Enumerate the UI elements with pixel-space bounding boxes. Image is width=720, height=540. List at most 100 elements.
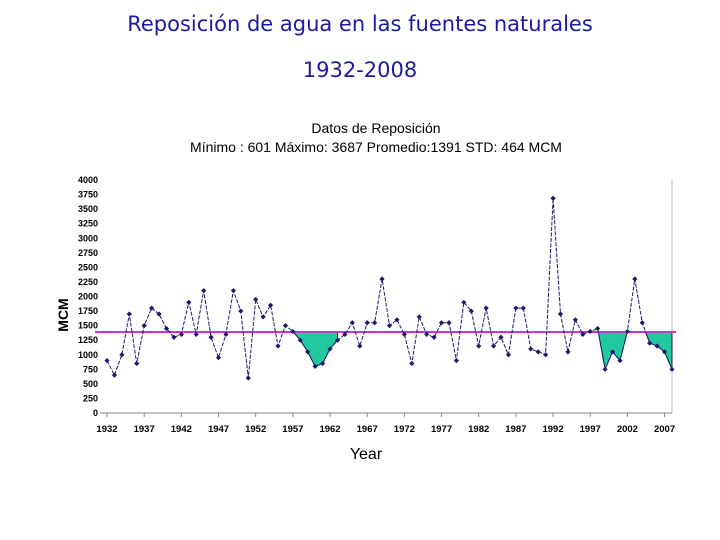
data-point bbox=[587, 328, 593, 335]
data-point bbox=[334, 337, 341, 343]
data-point bbox=[609, 349, 616, 355]
data-point bbox=[119, 352, 125, 358]
x-tick-label: 1932 bbox=[96, 424, 117, 435]
data-point bbox=[639, 320, 645, 326]
data-point bbox=[349, 320, 355, 326]
x-tick-label: 1962 bbox=[319, 424, 340, 435]
y-tick-label: 2500 bbox=[78, 262, 98, 272]
data-point bbox=[111, 372, 118, 378]
data-point bbox=[372, 320, 378, 326]
x-tick-label: 1997 bbox=[580, 424, 601, 435]
data-point bbox=[141, 323, 147, 329]
y-tick-label: 3250 bbox=[78, 219, 98, 229]
x-tick-label: 1987 bbox=[505, 424, 526, 435]
data-point bbox=[543, 352, 549, 358]
stats-summary: Mínimo : 601 Máximo: 3687 Promedio:1391 … bbox=[190, 139, 562, 155]
data-point bbox=[357, 343, 363, 349]
data-point bbox=[557, 311, 564, 317]
data-point bbox=[208, 334, 214, 340]
data-point bbox=[230, 288, 236, 294]
data-point bbox=[483, 305, 489, 311]
x-tick-label: 1947 bbox=[208, 424, 229, 435]
y-axis-label: MCM bbox=[55, 298, 71, 331]
data-point bbox=[297, 337, 303, 343]
data-point bbox=[661, 349, 668, 355]
data-point bbox=[453, 357, 460, 364]
y-tick-label: 3750 bbox=[78, 190, 98, 200]
data-point bbox=[446, 320, 452, 326]
data-point bbox=[490, 343, 497, 349]
y-tick-label: 0 bbox=[93, 408, 98, 418]
x-tick-label: 1957 bbox=[282, 424, 303, 435]
data-point bbox=[461, 299, 467, 305]
y-tick-label: 3000 bbox=[78, 233, 98, 243]
plot-area: 0 250 500 750 1000 1250 1500 1750 2000 2250 2500 27… bbox=[55, 175, 676, 463]
data-point bbox=[290, 328, 296, 335]
data-point bbox=[572, 317, 578, 323]
data-point bbox=[327, 346, 333, 352]
y-tick-label: 2750 bbox=[78, 248, 98, 258]
x-tick-label: 1967 bbox=[357, 424, 378, 435]
y-tick-label: 4000 bbox=[78, 175, 98, 185]
y-tick-label: 2250 bbox=[78, 277, 98, 287]
data-point bbox=[416, 314, 422, 320]
data-point bbox=[498, 334, 504, 340]
data-point bbox=[149, 305, 155, 311]
x-tick-label: 1972 bbox=[394, 424, 415, 435]
data-point bbox=[253, 296, 259, 303]
data-point bbox=[386, 323, 393, 329]
x-tick-label: 1952 bbox=[245, 424, 266, 435]
data-point bbox=[669, 366, 675, 372]
data-point bbox=[602, 366, 608, 372]
x-axis-label: Year bbox=[350, 446, 383, 463]
years-subtitle: 1932-2008 bbox=[302, 58, 418, 82]
data-point bbox=[476, 343, 482, 349]
data-point bbox=[238, 308, 244, 314]
data-point bbox=[186, 299, 192, 305]
data-point bbox=[617, 357, 623, 364]
data-point bbox=[156, 311, 162, 317]
data-point bbox=[215, 355, 222, 361]
y-tick-label: 1750 bbox=[78, 306, 98, 316]
data-point bbox=[632, 276, 638, 282]
data-point bbox=[163, 325, 170, 332]
main-title: Reposición de agua en las fuentes natura… bbox=[127, 12, 593, 36]
data-point bbox=[647, 340, 653, 346]
x-tick-label: 2007 bbox=[654, 424, 675, 435]
data-point bbox=[624, 328, 630, 335]
data-point bbox=[201, 288, 207, 294]
data-point bbox=[595, 325, 601, 332]
x-tick-label: 1942 bbox=[171, 424, 192, 435]
deficit-area bbox=[634, 331, 673, 370]
y-tick-label: 750 bbox=[83, 364, 98, 374]
data-point bbox=[565, 349, 571, 355]
data-point bbox=[193, 331, 199, 337]
data-point bbox=[275, 343, 281, 349]
data-point bbox=[535, 349, 541, 355]
data-point bbox=[245, 375, 251, 381]
data-point bbox=[104, 357, 110, 364]
data-point bbox=[550, 195, 556, 201]
x-tick-label: 1992 bbox=[542, 424, 563, 435]
data-point bbox=[409, 360, 415, 367]
data-point bbox=[178, 331, 184, 337]
data-point bbox=[401, 331, 407, 337]
y-tick-label: 1250 bbox=[78, 335, 98, 345]
y-tick-label: 250 bbox=[83, 393, 98, 403]
data-point bbox=[319, 360, 326, 367]
data-point bbox=[513, 305, 519, 311]
y-tick-label: 1500 bbox=[78, 321, 98, 331]
x-tick-label: 1977 bbox=[431, 424, 452, 435]
x-tick-label: 1937 bbox=[134, 424, 155, 435]
y-tick-label: 3500 bbox=[78, 204, 98, 214]
data-point bbox=[364, 320, 370, 326]
stats-title: Datos de Reposición bbox=[311, 120, 441, 136]
data-point bbox=[267, 302, 274, 308]
y-tick-label: 2000 bbox=[78, 292, 98, 302]
data-point bbox=[394, 317, 400, 323]
data-point bbox=[126, 311, 132, 317]
data-point bbox=[171, 334, 177, 340]
data-point bbox=[342, 331, 348, 337]
data-point bbox=[424, 331, 430, 337]
